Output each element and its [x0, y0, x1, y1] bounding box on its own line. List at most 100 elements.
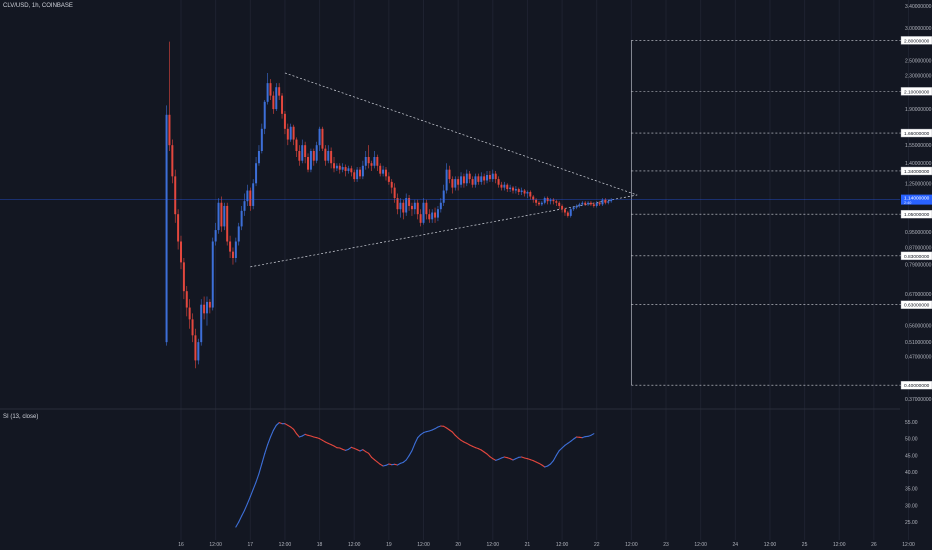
candle-body — [315, 145, 318, 161]
si-axis[interactable]: 55.00 50.00 45.00 40.00 35.00 30.00 25.00 — [905, 420, 918, 526]
price-tick-label: 0.51000000 — [905, 340, 932, 346]
si-line-segment — [411, 443, 416, 452]
candle-body — [601, 199, 604, 205]
candle-body — [200, 304, 203, 343]
time-axis[interactable]: 16 12:00 17 12:00 18 12:00 19 12:00 20 12:00 21 12:… — [178, 542, 915, 548]
candle-body — [442, 190, 445, 203]
level-label-box — [900, 36, 932, 45]
candle-body — [298, 150, 301, 161]
candle-body — [589, 202, 592, 205]
candle-body — [581, 202, 584, 205]
price-tick-label: 2.30000000 — [905, 73, 932, 79]
candle-body — [304, 145, 307, 157]
candle-body — [255, 163, 258, 184]
symbol-header[interactable]: CLV/USD, 1h, COINBASE — [3, 3, 73, 9]
si-line-segment — [264, 444, 269, 455]
candle-body — [275, 87, 278, 110]
si-tick-label: 55.00 — [905, 420, 918, 426]
candle-body — [272, 95, 275, 110]
level-label-box — [900, 380, 932, 390]
candle-body — [537, 202, 540, 205]
candle-body — [211, 241, 214, 308]
price-tick-label: 0.87000000 — [905, 246, 932, 252]
si-line-segment — [549, 460, 554, 465]
candle-body — [598, 202, 601, 205]
candle-body — [191, 319, 194, 336]
candle-body — [333, 163, 336, 169]
time-tick-label: 12:00 — [764, 542, 777, 548]
candle-body — [177, 214, 180, 242]
si-line-segment — [561, 444, 566, 449]
candle-body — [220, 202, 223, 227]
price-tick-label: 0.56000000 — [905, 324, 932, 330]
candle-body — [488, 174, 491, 180]
candle-body — [344, 167, 347, 171]
si-line-segment — [555, 450, 560, 456]
candle-body — [532, 196, 535, 200]
si-line-segment — [255, 473, 260, 483]
time-tick-label: 22 — [594, 542, 600, 548]
time-tick-label: 24 — [733, 542, 739, 548]
candle-body — [520, 190, 523, 193]
si-line-segment — [396, 462, 401, 466]
candle-body — [358, 169, 361, 177]
candle-body — [301, 145, 304, 161]
si-line-segment — [460, 439, 465, 443]
si-tick-label: 25.00 — [905, 520, 918, 526]
candle-body — [595, 202, 598, 206]
si-line-segment — [457, 437, 462, 441]
candle-body — [312, 150, 315, 161]
price-tick-label: 0.37000000 — [905, 397, 932, 403]
candle-body — [174, 176, 177, 215]
candle-body — [356, 169, 359, 180]
indicator-label[interactable]: SI (13, close) — [3, 414, 39, 420]
candle-body — [379, 165, 382, 174]
candle-body — [283, 113, 286, 129]
candle-body — [289, 126, 292, 140]
candle-body — [263, 101, 266, 129]
candle-body — [514, 189, 517, 191]
candle-body — [500, 184, 503, 188]
candle-body — [491, 173, 494, 180]
triangle-drawing[interactable] — [250, 72, 638, 268]
candle-body — [278, 87, 281, 96]
candle-body — [569, 209, 572, 216]
candle-body — [171, 145, 174, 177]
si-line-segment — [333, 445, 338, 449]
candle-body — [341, 167, 344, 170]
price-tick-label: 2.50000000 — [905, 58, 932, 64]
candle-body — [549, 199, 552, 202]
price-axis[interactable]: 3.40000000 3.00000000 2.50000000 2.30000000… — [905, 4, 932, 403]
si-line-segment — [405, 455, 410, 461]
candle-body — [223, 205, 226, 227]
si-line-segment — [376, 461, 381, 465]
candle-body — [543, 198, 546, 203]
candle-body — [535, 199, 538, 203]
si-line-segment — [573, 436, 578, 440]
triangle-lower-line[interactable] — [250, 194, 638, 268]
candle-body — [503, 184, 506, 188]
time-tick-label: 12:00 — [556, 542, 569, 548]
time-tick-label: 12:00 — [279, 542, 292, 548]
si-line-segment — [538, 462, 543, 466]
candle-body — [180, 241, 182, 263]
si-line-segment — [319, 438, 324, 441]
candle-body — [194, 335, 197, 361]
candle-body — [353, 172, 356, 180]
candle-body — [486, 174, 489, 181]
si-line-segment — [275, 422, 280, 426]
candle-body — [563, 209, 566, 213]
candle-body — [408, 198, 411, 206]
candle-body — [266, 83, 269, 102]
si-line-segment — [347, 446, 352, 450]
candle-body — [419, 214, 422, 223]
candle-body — [413, 202, 416, 210]
candle-body — [566, 212, 569, 216]
candle-body — [575, 205, 578, 208]
candle-body — [384, 169, 387, 177]
time-tick-label: 26 — [871, 542, 877, 548]
time-tick-label: 12:00 — [417, 542, 430, 548]
candle-body — [512, 187, 515, 191]
si-line-segment — [301, 433, 306, 437]
